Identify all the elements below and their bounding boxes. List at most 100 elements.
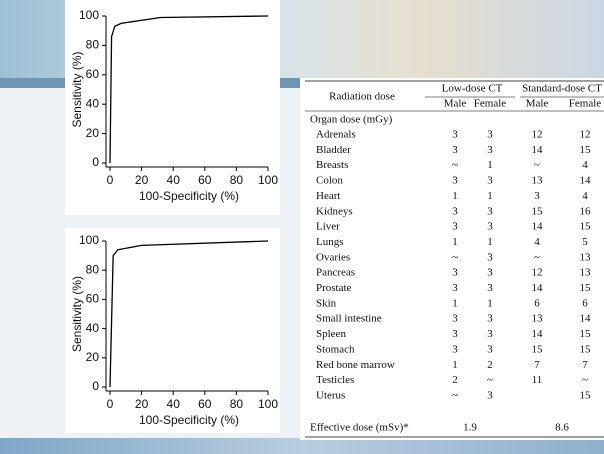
row-label: Testicles (316, 374, 354, 386)
cell: 12 (580, 129, 591, 141)
cell: 3 (487, 282, 493, 294)
y-tick-label: 80 (86, 38, 100, 52)
cell: 6 (582, 297, 588, 309)
cell: 12 (532, 267, 543, 279)
cell: 1 (452, 359, 458, 371)
y-axis-title: Sensitivity (%) (70, 51, 84, 127)
y-tick-label: 60 (86, 67, 100, 81)
cell: 12 (532, 129, 543, 141)
effective-value: 1.9 (463, 422, 477, 434)
cell: 16 (580, 205, 592, 217)
y-tick-label: 100 (79, 233, 99, 247)
cell: 13 (580, 251, 592, 263)
footer-band (0, 438, 604, 454)
x-tick-label: 60 (198, 397, 212, 411)
x-tick-label: 80 (230, 173, 244, 187)
x-tick-label: 0 (107, 397, 114, 411)
cell: 3 (487, 267, 493, 279)
cell: 15 (580, 282, 592, 294)
y-tick-label: 0 (92, 155, 99, 169)
cell: 3 (452, 328, 458, 340)
cell: 6 (534, 297, 540, 309)
cell: 3 (452, 221, 458, 233)
row-label: Kidneys (316, 205, 353, 217)
column-header: Male (526, 98, 549, 110)
row-label: Heart (316, 190, 340, 202)
cell: 15 (532, 205, 544, 217)
cell: 3 (452, 282, 458, 294)
x-axis-title: 100-Specificity (%) (139, 413, 239, 427)
cell: 14 (532, 221, 544, 233)
column-header: Female (569, 98, 601, 110)
cell: 15 (580, 144, 592, 156)
row-label: Spleen (316, 328, 346, 340)
cell: 14 (580, 175, 592, 187)
column-header: Female (474, 98, 506, 110)
x-tick-label: 60 (198, 173, 212, 187)
cell: 14 (532, 282, 544, 294)
row-label: Small intestine (316, 313, 382, 325)
row-label: Adrenals (316, 129, 356, 141)
cell: ~ (582, 374, 588, 386)
cell: 3 (534, 190, 540, 202)
cell: 1 (487, 236, 493, 248)
row-label: Bladder (316, 144, 351, 156)
cell: 4 (582, 159, 588, 171)
cell: 15 (580, 328, 592, 340)
cell: 3 (487, 129, 493, 141)
row-label: Ovaries (316, 251, 350, 263)
x-tick-label: 40 (167, 397, 181, 411)
cell: ~ (452, 251, 458, 263)
cell: 3 (487, 328, 493, 340)
page: Radiation dose Low-dose CT Standard-dose… (0, 0, 604, 454)
cell: 15 (580, 221, 592, 233)
cell: 7 (534, 359, 540, 371)
cell: 11 (532, 374, 543, 386)
cell: ~ (534, 251, 540, 263)
y-tick-label: 80 (86, 262, 100, 276)
x-tick-label: 80 (230, 397, 244, 411)
y-tick-label: 40 (86, 321, 100, 335)
cell: 14 (532, 144, 544, 156)
row-label: Prostate (316, 282, 352, 294)
row-label: Red bone marrow (316, 359, 395, 371)
cell: 15 (580, 343, 592, 355)
cell: 3 (452, 129, 458, 141)
cell: 1 (487, 190, 493, 202)
cell: ~ (487, 374, 493, 386)
section-label: Organ dose (mGy) (310, 114, 393, 126)
cell: 3 (452, 313, 458, 325)
y-tick-label: 40 (86, 96, 100, 110)
cell: 3 (487, 144, 493, 156)
y-tick-label: 0 (92, 379, 99, 393)
cell: ~ (534, 159, 540, 171)
cell: 3 (487, 343, 493, 355)
y-tick-label: 20 (86, 126, 100, 140)
cell: 5 (582, 236, 588, 248)
cell: 3 (452, 343, 458, 355)
cell: 13 (532, 313, 544, 325)
cell: 3 (487, 389, 493, 401)
x-tick-label: 100 (258, 173, 278, 187)
cell: 13 (532, 175, 544, 187)
cell: 3 (487, 175, 493, 187)
cell: 1 (487, 159, 493, 171)
y-tick-label: 20 (86, 350, 100, 364)
y-tick-label: 100 (79, 8, 99, 22)
row-label: Skin (316, 297, 337, 309)
cell: 13 (580, 267, 592, 279)
cell: 15 (532, 343, 544, 355)
x-tick-label: 0 (107, 173, 114, 187)
effective-label: Effective dose (mSv)* (310, 422, 409, 434)
row-label: Colon (316, 175, 343, 187)
cell: 3 (487, 251, 493, 263)
cell: 4 (534, 236, 540, 248)
row-label: Lungs (316, 236, 344, 248)
x-tick-label: 100 (258, 397, 278, 411)
cell: ~ (452, 159, 458, 171)
group-header: Low-dose CT (442, 83, 503, 95)
row-label: Stomach (316, 343, 355, 355)
y-tick-label: 60 (86, 292, 100, 306)
cell: 3 (487, 221, 493, 233)
slide: Radiation dose Low-dose CT Standard-dose… (0, 0, 604, 454)
